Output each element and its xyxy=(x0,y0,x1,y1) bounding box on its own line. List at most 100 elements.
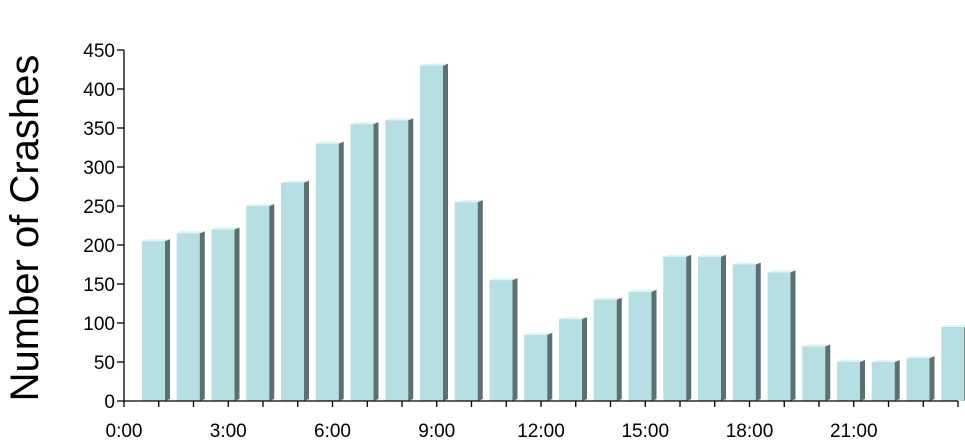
bar-face xyxy=(837,362,860,401)
bar-side xyxy=(582,317,587,401)
bar-face xyxy=(420,65,443,401)
y-tick-label: 300 xyxy=(83,158,115,179)
bar-side xyxy=(304,180,309,401)
bar-face xyxy=(663,256,687,401)
bar-20 xyxy=(837,360,865,401)
bar-top xyxy=(628,289,657,292)
bar-23 xyxy=(941,324,965,401)
x-tick-label: 3:00 xyxy=(210,421,247,442)
bar-side xyxy=(929,356,935,401)
bar-face xyxy=(593,299,617,401)
bar-13 xyxy=(593,297,622,401)
bar-top xyxy=(350,122,379,125)
bar-side xyxy=(373,122,379,401)
bar-side xyxy=(825,344,831,401)
bar-face xyxy=(802,346,826,401)
x-tick-label: 21:00 xyxy=(830,421,878,442)
bar-top xyxy=(281,180,309,183)
bar-face xyxy=(385,120,409,401)
bar-12 xyxy=(559,317,587,401)
bar-face xyxy=(524,334,548,401)
y-tick-label: 150 xyxy=(83,275,115,296)
bar-face xyxy=(211,229,235,401)
x-tick-label: 12:00 xyxy=(517,421,565,442)
bar-side xyxy=(894,360,900,401)
y-tick-label: 50 xyxy=(94,353,115,374)
bar-8 xyxy=(420,63,448,401)
bar-side xyxy=(686,254,692,401)
bar-top xyxy=(211,227,240,230)
bar-face xyxy=(906,358,930,401)
bar-14 xyxy=(628,289,657,401)
y-tick-label: 100 xyxy=(83,314,115,335)
bar-face xyxy=(350,124,374,401)
bar-top xyxy=(732,262,761,265)
bars-group xyxy=(142,63,965,401)
bar-side xyxy=(199,231,205,401)
bar-top xyxy=(454,200,483,203)
bar-7 xyxy=(385,118,414,401)
bar-15 xyxy=(663,254,692,401)
bar-face xyxy=(246,206,270,401)
bar-1 xyxy=(176,231,205,401)
bar-top xyxy=(906,356,935,359)
bar-9 xyxy=(454,200,483,401)
bar-top xyxy=(941,324,965,327)
x-tick-label: 18:00 xyxy=(726,421,774,442)
bar-top xyxy=(142,239,170,242)
bar-side xyxy=(616,297,622,401)
bar-top xyxy=(524,332,553,335)
bar-face xyxy=(142,241,165,401)
bar-2 xyxy=(211,227,240,401)
bar-top xyxy=(698,254,726,257)
bar-10 xyxy=(489,278,518,401)
bar-face xyxy=(281,182,304,401)
bar-top xyxy=(593,297,622,300)
bar-side xyxy=(721,254,726,401)
bar-side xyxy=(477,200,483,401)
bar-side xyxy=(755,262,761,401)
bar-side xyxy=(443,63,448,401)
bar-0 xyxy=(142,239,170,401)
bar-22 xyxy=(906,356,935,401)
bar-side xyxy=(234,227,240,401)
x-tick-label: 6:00 xyxy=(314,421,351,442)
bar-face xyxy=(767,272,791,401)
bar-side xyxy=(408,118,414,401)
bar-side xyxy=(512,278,518,401)
axes-group: 0 50 100 150 200 250 300 350 400 450 0:00 3:00 6:00 9… xyxy=(83,41,959,442)
bar-5 xyxy=(315,141,344,401)
bar-side xyxy=(269,204,275,401)
bar-top xyxy=(559,317,587,320)
y-tick-label: 200 xyxy=(83,236,115,257)
bar-face xyxy=(732,264,756,401)
bar-6 xyxy=(350,122,379,401)
bar-top xyxy=(663,254,692,257)
bar-face xyxy=(454,202,478,401)
y-axis-title: Number of Crashes xyxy=(3,55,47,402)
bar-face xyxy=(559,319,582,401)
bar-side xyxy=(651,289,657,401)
bar-face xyxy=(628,291,652,401)
y-tick-label: 400 xyxy=(83,80,115,101)
bar-face xyxy=(315,143,339,401)
y-tick-label: 350 xyxy=(83,119,115,140)
bar-top xyxy=(767,270,796,273)
bar-top xyxy=(176,231,205,234)
bar-top xyxy=(802,344,831,347)
bar-top xyxy=(871,360,900,362)
bar-top xyxy=(315,141,344,144)
bar-top xyxy=(246,204,275,206)
bar-face xyxy=(176,233,200,401)
x-tick-label: 9:00 xyxy=(418,421,455,442)
bar-16 xyxy=(698,254,726,401)
y-tick-label: 0 xyxy=(104,392,115,413)
bar-face xyxy=(871,362,895,401)
bar-top xyxy=(420,63,448,66)
bar-top xyxy=(489,278,518,281)
bar-top xyxy=(385,118,414,121)
bar-21 xyxy=(871,360,900,401)
x-tick-label: 0:00 xyxy=(106,421,143,442)
bar-face xyxy=(698,256,721,401)
